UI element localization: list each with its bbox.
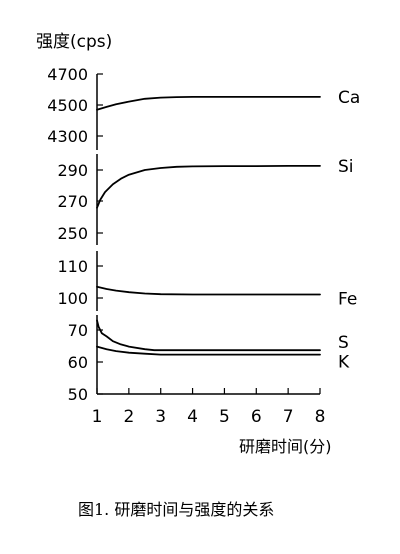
axes	[96, 74, 320, 395]
series-line-fe	[96, 285, 321, 296]
y-tick-label: 50	[68, 385, 88, 404]
y-axis-label: 强度(cps)	[36, 32, 112, 52]
x-tick-label: 7	[283, 407, 294, 427]
series-label-group: Ca Si Fe SK	[338, 88, 360, 373]
series-label-fe: Fe	[338, 289, 357, 309]
series-label-ca: Ca	[338, 88, 360, 108]
x-tick-label: 4	[187, 407, 198, 427]
x-tick-label: 8	[315, 407, 326, 427]
y-tick-label: 70	[68, 321, 88, 340]
series-line-si	[96, 165, 321, 209]
y-tick-label: 4500	[47, 96, 88, 115]
x-axis-label: 研磨时间(分)	[239, 437, 332, 456]
y-tick-label: 4700	[47, 65, 88, 84]
y-tick-label: 270	[57, 192, 88, 211]
x-tick-label: 2	[123, 407, 134, 427]
series-label-si: Si	[338, 157, 354, 177]
y-tick-label: 60	[68, 353, 88, 372]
x-tick-label: 6	[251, 407, 262, 427]
figure-caption: 图1. 研磨时间与强度的关系	[78, 500, 274, 519]
y-tick-label: 4300	[47, 127, 88, 146]
series-line-ca	[96, 96, 321, 111]
y-tick-label: 100	[57, 289, 88, 308]
y-tick-label: 250	[57, 224, 88, 243]
series-line-k	[96, 345, 321, 356]
series-label-k: K	[338, 353, 350, 373]
y-tick-label: 290	[57, 161, 88, 180]
series-line-s	[96, 319, 321, 352]
x-tick-label: 1	[92, 407, 103, 427]
series-group	[96, 96, 321, 356]
series-label-s: S	[338, 333, 349, 353]
y-tick-group: 4700 4500 4300 290 270 250 110 100 70 60 50	[47, 65, 103, 404]
x-tick-label: 5	[219, 407, 230, 427]
x-tick-label: 3	[155, 407, 166, 427]
y-tick-label: 110	[57, 257, 88, 276]
